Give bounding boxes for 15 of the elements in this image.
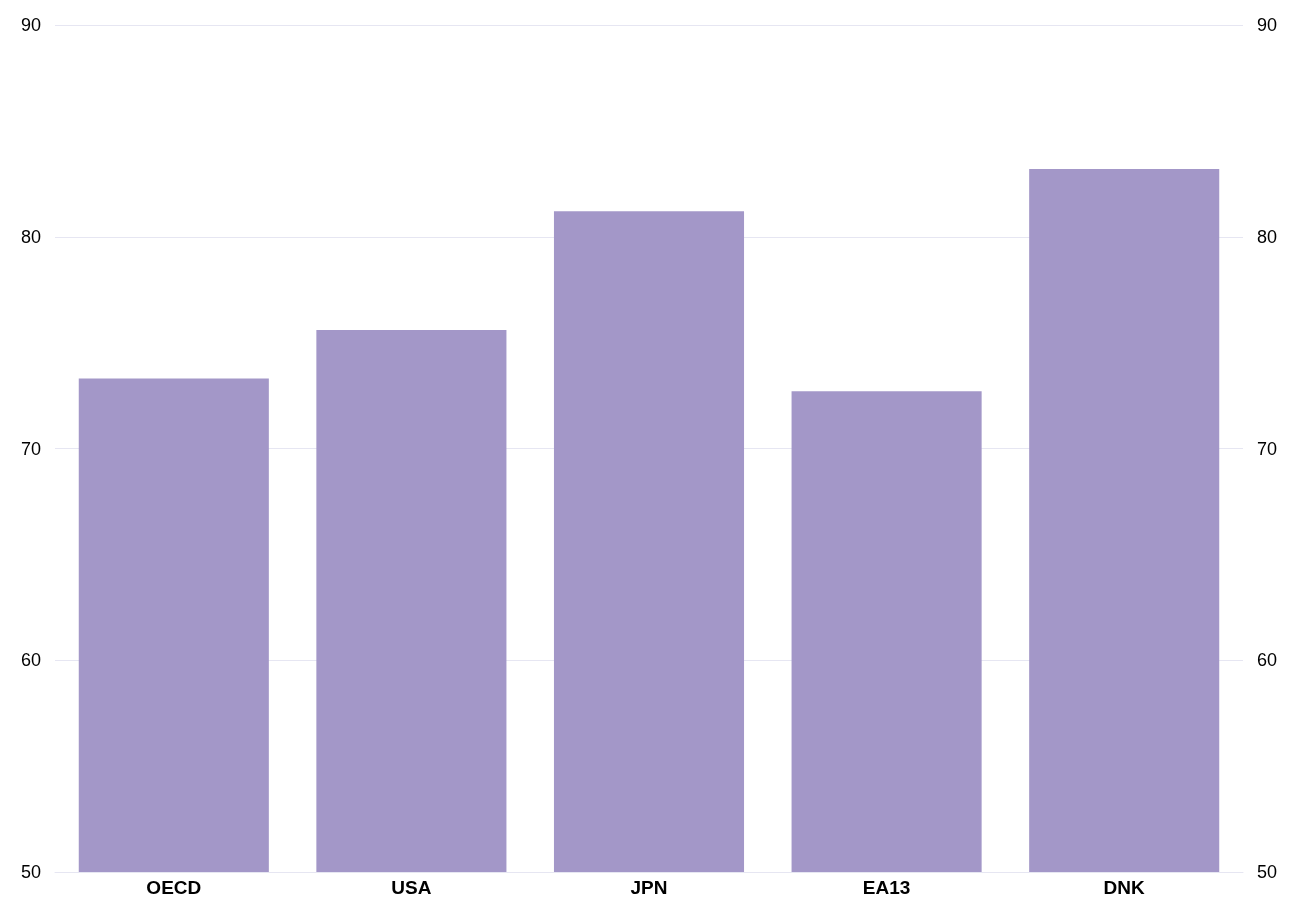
y-tick-label: 60	[20, 650, 41, 671]
y2-tick-label: 60	[1257, 650, 1278, 671]
x-tick-label: USA	[391, 877, 432, 898]
y2-tick-label: 90	[1257, 15, 1278, 35]
x-tick-label: JPN	[630, 877, 668, 898]
y-tick-label: 70	[20, 438, 41, 459]
x-tick-label: OECD	[146, 877, 202, 898]
x-tick-label: DNK	[1103, 877, 1146, 898]
y2-tick-label: 50	[1257, 862, 1278, 882]
y2-tick-label: 70	[1257, 438, 1278, 459]
y-tick-label: 90	[20, 15, 41, 35]
y2-tick-label: 80	[1257, 226, 1278, 247]
x-tick-label: EA13	[862, 877, 911, 898]
y-tick-label: 50	[20, 862, 41, 882]
y-tick-label: 80	[20, 226, 41, 247]
